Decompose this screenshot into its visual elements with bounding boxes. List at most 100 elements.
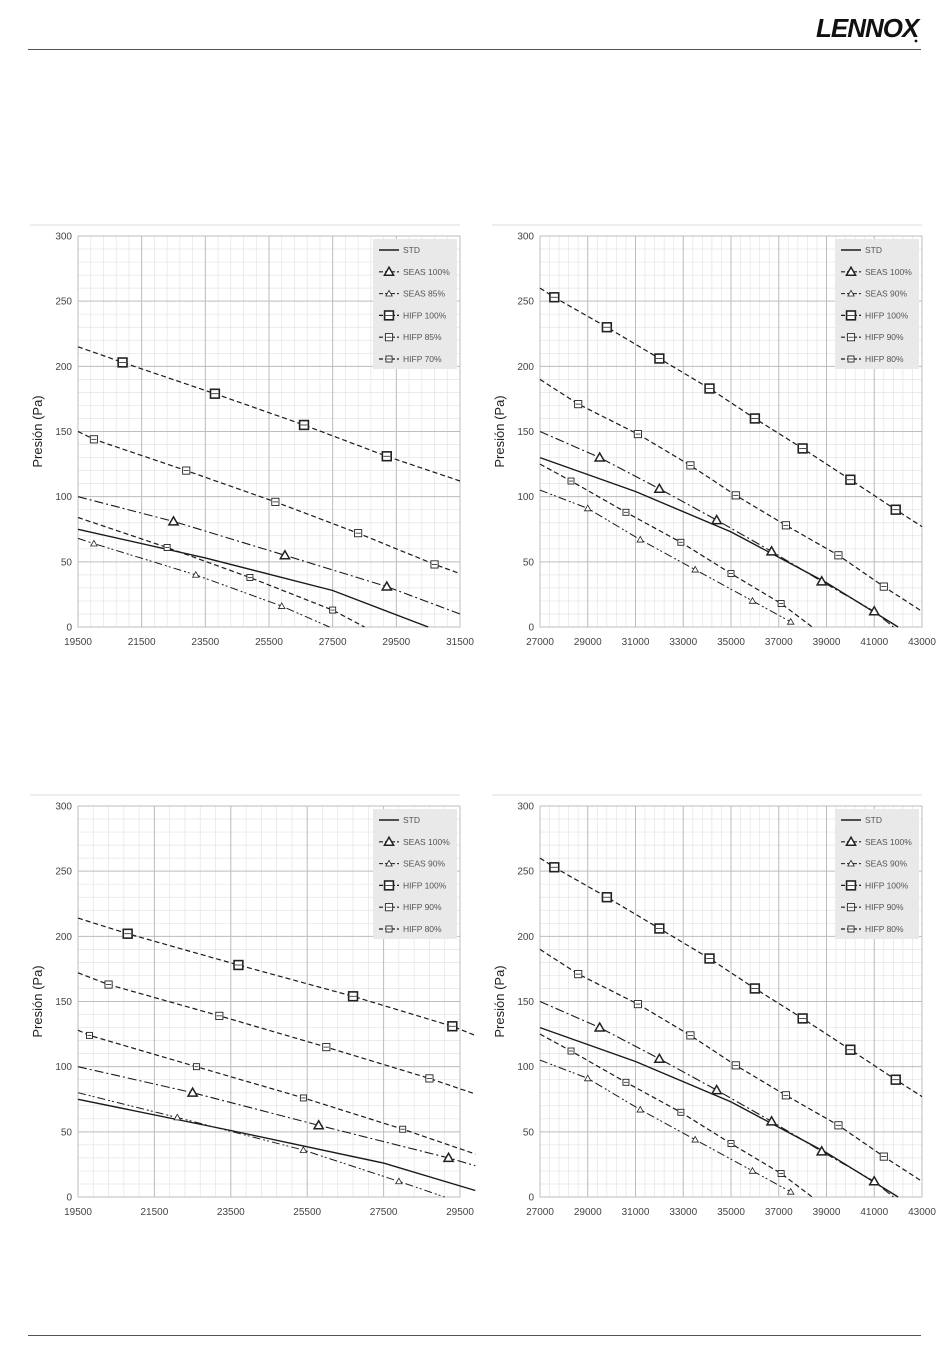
chart-3: 0 50 100 150 200 250 300 19500 21500 23500 25500 27… bbox=[30, 794, 476, 1218]
series-line-seas-100 bbox=[539, 430, 894, 628]
legend: STD SEAS 100% SEAS 90% HIFP 100% HIFP 90% HIF… bbox=[835, 239, 919, 369]
series-line-hifp-100 bbox=[539, 287, 923, 528]
y-tick-label: 300 bbox=[55, 802, 72, 813]
data-point-seas-90 bbox=[636, 535, 645, 543]
legend: STD SEAS 100% SEAS 85% HIFP 100% HIFP 85% HIF… bbox=[373, 239, 457, 369]
y-tick-label: 0 bbox=[528, 1193, 534, 1204]
series-line-seas-100 bbox=[539, 1000, 894, 1198]
series-line-hifp-100 bbox=[77, 346, 461, 482]
series-line-std bbox=[77, 528, 429, 628]
legend-marker-seas-100 bbox=[383, 265, 395, 276]
legend-label-std: STD bbox=[865, 245, 882, 255]
legend-box bbox=[835, 239, 919, 369]
chart-panel-3: 0 50 100 150 200 250 300 19500 21500 23500 25500 27… bbox=[30, 793, 476, 1223]
chart-4: 0 50 100 150 200 250 300 27000 29000 31000 33000 35… bbox=[492, 794, 936, 1218]
data-point-seas-100 bbox=[279, 549, 291, 560]
legend-label-hifp-80: HIFP 80% bbox=[865, 924, 904, 934]
x-tick-label: 33000 bbox=[669, 637, 697, 648]
x-tick-label: 21500 bbox=[140, 1207, 168, 1218]
x-tick-label: 35000 bbox=[717, 1207, 745, 1218]
legend-marker-seas-100 bbox=[383, 835, 395, 846]
x-tick-label: 27500 bbox=[370, 1207, 398, 1218]
legend-label-seas-85: SEAS 85% bbox=[403, 289, 445, 299]
legend-label-seas-100: SEAS 100% bbox=[865, 267, 912, 277]
data-point-seas-85 bbox=[277, 602, 286, 609]
data-point-seas-90 bbox=[583, 1074, 592, 1082]
legend-box bbox=[373, 809, 457, 939]
x-tick-label: 23500 bbox=[191, 637, 219, 648]
series-line-seas-90 bbox=[539, 489, 791, 623]
y-tick-label: 250 bbox=[55, 867, 72, 878]
data-point-seas-100 bbox=[710, 514, 723, 525]
series-line-hifp-100 bbox=[539, 857, 923, 1098]
series-group bbox=[539, 287, 923, 628]
data-point-seas-90 bbox=[583, 504, 592, 512]
legend-marker-seas-90 bbox=[385, 859, 393, 867]
data-point-seas-100 bbox=[593, 1021, 606, 1032]
x-tick-label: 37000 bbox=[765, 637, 793, 648]
legend-marker-seas-100 bbox=[845, 265, 857, 276]
y-tick-label: 0 bbox=[528, 623, 534, 634]
legend-label-hifp-90: HIFP 90% bbox=[865, 332, 904, 342]
legend: STD SEAS 100% SEAS 90% HIFP 100% HIFP 90% HIF… bbox=[835, 809, 919, 939]
data-point-seas-100 bbox=[167, 515, 180, 526]
y-tick-label: 100 bbox=[517, 1062, 534, 1073]
legend-label-seas-90: SEAS 90% bbox=[865, 859, 907, 869]
x-tick-label: 21500 bbox=[128, 637, 156, 648]
x-tick-label: 31000 bbox=[622, 637, 650, 648]
y-tick-label: 300 bbox=[55, 232, 72, 243]
y-axis-label: Presión (Pa) bbox=[492, 965, 507, 1037]
legend-label-hifp-80: HIFP 80% bbox=[865, 354, 904, 364]
y-tick-label: 50 bbox=[61, 1127, 73, 1138]
x-tick-label: 31000 bbox=[622, 1207, 650, 1218]
legend-box bbox=[373, 239, 457, 369]
legend-label-hifp-90: HIFP 90% bbox=[403, 902, 442, 912]
y-axis-label: Presión (Pa) bbox=[30, 395, 45, 467]
series-line-hifp-90 bbox=[77, 972, 476, 1095]
data-point-seas-90 bbox=[748, 596, 757, 604]
header-rule bbox=[28, 49, 921, 50]
data-point-seas-90 bbox=[299, 1146, 308, 1153]
data-point-seas-100 bbox=[868, 605, 881, 616]
legend-label-hifp-85: HIFP 85% bbox=[403, 332, 442, 342]
chart-panel-4: 0 50 100 150 200 250 300 27000 29000 31000 33000 35… bbox=[492, 793, 936, 1223]
y-tick-label: 250 bbox=[517, 297, 534, 308]
y-tick-label: 100 bbox=[517, 492, 534, 503]
lennox-logo: LENNOX bbox=[812, 10, 922, 46]
x-tick-label: 31500 bbox=[446, 637, 474, 648]
series-line-seas-100 bbox=[77, 496, 461, 615]
y-tick-label: 250 bbox=[517, 867, 534, 878]
legend-marker-seas-85 bbox=[385, 289, 393, 297]
data-point-seas-100 bbox=[815, 575, 828, 586]
y-tick-label: 100 bbox=[55, 1062, 72, 1073]
data-point-seas-100 bbox=[312, 1119, 325, 1130]
legend-label-std: STD bbox=[865, 815, 882, 825]
legend-label-std: STD bbox=[403, 815, 420, 825]
x-tick-label: 37000 bbox=[765, 1207, 793, 1218]
legend-marker-seas-100 bbox=[845, 835, 857, 846]
series-line-hifp-70 bbox=[77, 516, 365, 628]
y-tick-label: 300 bbox=[517, 232, 534, 243]
data-point-seas-100 bbox=[593, 451, 606, 462]
legend-marker-seas-90 bbox=[847, 289, 855, 297]
legend-label-hifp-100: HIFP 100% bbox=[865, 310, 909, 320]
x-tick-label: 25500 bbox=[293, 1207, 321, 1218]
legend-label-seas-100: SEAS 100% bbox=[403, 837, 450, 847]
data-point-seas-85 bbox=[90, 539, 98, 547]
y-tick-label: 200 bbox=[55, 932, 72, 943]
y-tick-label: 150 bbox=[517, 427, 534, 438]
y-tick-label: 200 bbox=[517, 932, 534, 943]
legend-label-std: STD bbox=[403, 245, 420, 255]
chart-panel-2: 0 50 100 150 200 250 300 27000 29000 31000 33000 35… bbox=[492, 223, 936, 653]
y-tick-label: 200 bbox=[517, 362, 534, 373]
data-point-seas-90 bbox=[786, 617, 795, 625]
x-tick-label: 41000 bbox=[860, 1207, 888, 1218]
x-tick-label: 43000 bbox=[908, 637, 936, 648]
x-tick-label: 29000 bbox=[574, 1207, 602, 1218]
data-point-seas-100 bbox=[765, 1115, 778, 1126]
series-line-std bbox=[77, 1098, 476, 1192]
data-point-seas-100 bbox=[653, 482, 666, 494]
x-tick-label: 23500 bbox=[217, 1207, 245, 1218]
y-tick-label: 50 bbox=[523, 557, 535, 568]
legend-label-seas-90: SEAS 90% bbox=[403, 859, 445, 869]
